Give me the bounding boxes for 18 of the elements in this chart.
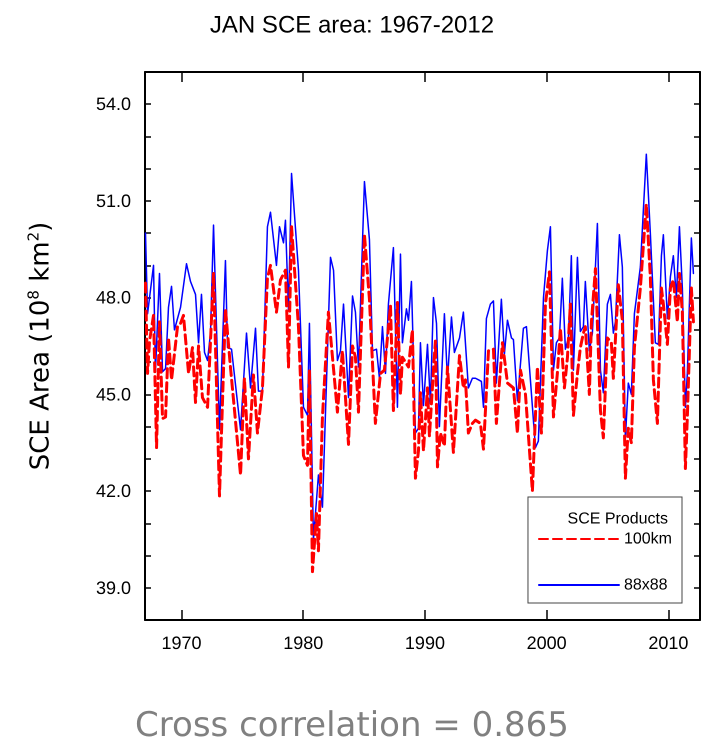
legend-label: 88x88: [624, 576, 668, 594]
x-tick-label: 2000: [526, 633, 567, 653]
x-tick-label: 1980: [283, 633, 324, 653]
x-tick-label: 2010: [648, 633, 688, 653]
x-tick-label: 1990: [404, 633, 445, 653]
y-tick-label: 51.0: [96, 190, 131, 211]
y-tick-label: 45.0: [96, 384, 131, 404]
legend-title: SCE Products: [568, 510, 668, 528]
y-tick-label: 39.0: [96, 578, 131, 598]
y-tick-label: 48.0: [96, 288, 131, 308]
chart-title: JAN SCE area: 1967-2012: [210, 12, 494, 38]
x-tick-label: 1970: [161, 633, 202, 653]
y-tick-label: 54.0: [96, 94, 131, 114]
legend-label: 100km: [624, 530, 672, 548]
line-series: [144, 202, 695, 574]
y-axis-title: SCE Area (108 km2): [24, 222, 56, 470]
text: Cross correlation = 0.865: [135, 705, 569, 745]
y-tick-label: 42.0: [96, 481, 131, 502]
